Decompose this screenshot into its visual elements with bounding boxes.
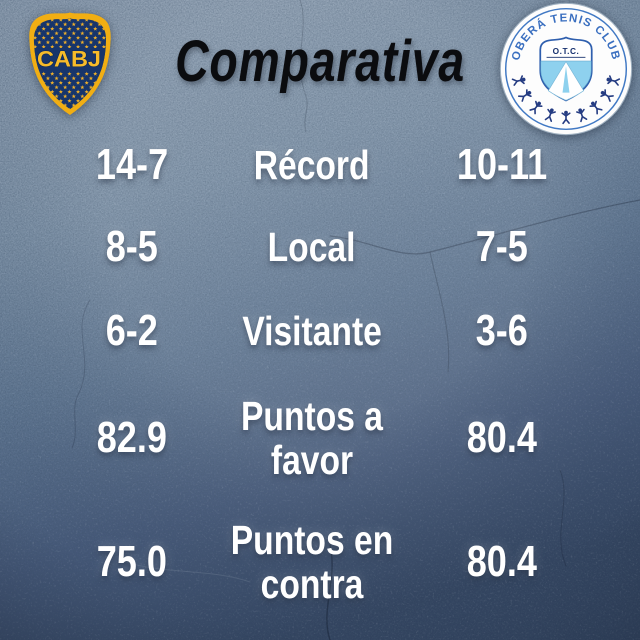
stat-label-cell: Puntos a favor — [197, 390, 427, 486]
stat-value: 80.4 — [466, 413, 538, 462]
otc-shield: O.T.C. — [539, 36, 593, 102]
otc-inner-ring — [504, 7, 628, 131]
left-value: 75.0 — [2, 514, 262, 610]
stat-value: 6-2 — [105, 306, 159, 355]
stat-label-cell: Récord — [197, 130, 427, 200]
right-value: 80.4 — [372, 390, 632, 486]
stat-value: 3-6 — [475, 306, 529, 355]
stat-label: Récord — [254, 141, 370, 188]
left-value: 82.9 — [2, 390, 262, 486]
stat-value: 75.0 — [96, 537, 168, 586]
stat-row-record: 14-7 Récord 10-11 — [0, 130, 640, 200]
stat-row-puntos-favor: 82.9 Puntos a favor 80.4 — [0, 390, 640, 486]
left-value: 14-7 — [2, 130, 262, 200]
stat-value: 80.4 — [466, 537, 538, 586]
stat-row-puntos-contra: 75.0 Puntos en contra 80.4 — [0, 514, 640, 610]
stat-label-cell: Visitante — [197, 296, 427, 366]
boca-monogram-text: CABJ — [37, 47, 101, 72]
stat-label-cell: Puntos en contra — [197, 514, 427, 610]
otc-shield-initials: O.T.C. — [553, 46, 580, 56]
page-title: Comparativa — [175, 29, 465, 94]
stat-value: 8-5 — [105, 222, 159, 271]
left-value: 8-5 — [2, 212, 262, 282]
right-value: 7-5 — [372, 212, 632, 282]
right-value: 80.4 — [372, 514, 632, 610]
boca-juniors-crest: CABJ — [14, 4, 126, 122]
stat-value: 82.9 — [96, 413, 168, 462]
stat-value: 10-11 — [456, 140, 548, 189]
stat-value: 14-7 — [95, 140, 169, 189]
stat-label-cell: Local — [197, 212, 427, 282]
stat-row-visitante: 6-2 Visitante 3-6 — [0, 296, 640, 366]
stat-label: Puntos a favor — [241, 392, 383, 483]
stat-label: Visitante — [242, 307, 382, 354]
right-value: 3-6 — [372, 296, 632, 366]
stat-row-local: 8-5 Local 7-5 — [0, 212, 640, 282]
otc-badge: OBERÁ TENIS CLUB O.T.C. — [499, 2, 633, 136]
stat-label: Local — [268, 223, 356, 270]
stat-label: Puntos en contra — [230, 516, 394, 607]
left-value: 6-2 — [2, 296, 262, 366]
stat-value: 7-5 — [475, 222, 529, 271]
right-value: 10-11 — [372, 130, 632, 200]
